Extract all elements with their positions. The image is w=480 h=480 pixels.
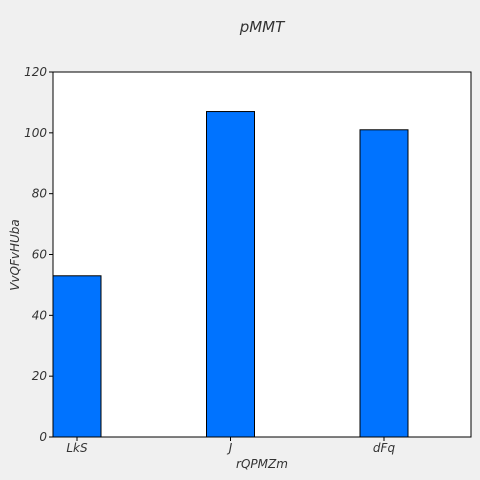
y-tick-label: 40	[32, 308, 48, 322]
bar-dFq	[360, 130, 408, 437]
y-tick-label: 100	[24, 126, 47, 140]
x-tick-label: dFq	[373, 441, 396, 455]
y-axis-ticks: 0 20 40 60 80 100 120	[24, 65, 53, 444]
y-tick-label: 0	[39, 430, 47, 444]
y-tick-label: 60	[32, 248, 48, 262]
x-tick-label: J	[227, 441, 233, 455]
bar-J	[207, 112, 255, 437]
x-tick-label: LkS	[66, 441, 88, 455]
chart-title: pMMT	[239, 18, 286, 36]
y-tick-label: 20	[32, 369, 48, 383]
x-axis-label: rQPMZm	[236, 457, 288, 471]
y-axis-label: VvQFvHUba	[8, 219, 22, 291]
y-tick-label: 120	[24, 65, 47, 79]
bar-LkS	[53, 276, 101, 437]
y-tick-label: 80	[32, 187, 48, 201]
